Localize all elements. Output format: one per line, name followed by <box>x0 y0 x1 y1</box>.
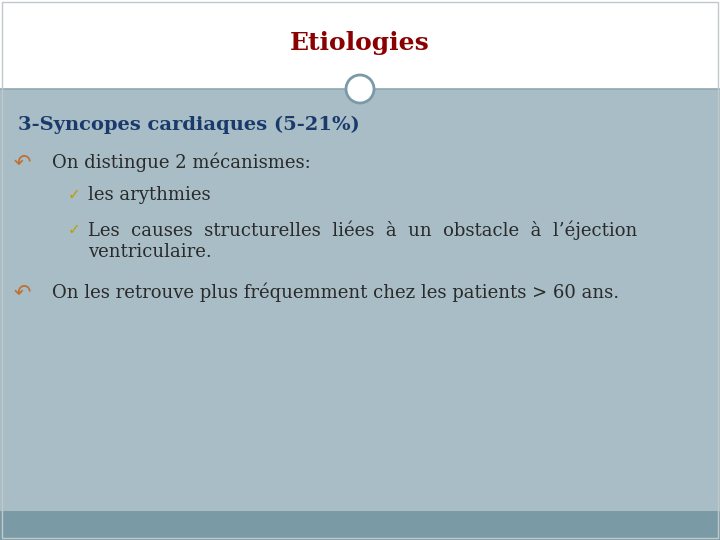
Text: ✓: ✓ <box>68 187 81 202</box>
Text: ↶: ↶ <box>14 152 32 172</box>
Circle shape <box>346 75 374 103</box>
Text: ↶: ↶ <box>14 282 32 302</box>
Text: ✓: ✓ <box>68 222 81 238</box>
Text: On les retrouve plus fréquemment chez les patients > 60 ans.: On les retrouve plus fréquemment chez le… <box>52 282 619 302</box>
Text: On distingue 2 mécanismes:: On distingue 2 mécanismes: <box>52 152 311 172</box>
Text: 3-Syncopes cardiaques (5-21%): 3-Syncopes cardiaques (5-21%) <box>18 116 360 134</box>
Text: Les  causes  structurelles  liées  à  un  obstacle  à  l’éjection: Les causes structurelles liées à un obst… <box>88 220 637 240</box>
Text: les arythmies: les arythmies <box>88 186 211 204</box>
FancyBboxPatch shape <box>0 0 720 89</box>
Text: Etiologies: Etiologies <box>290 31 430 55</box>
FancyBboxPatch shape <box>0 511 720 540</box>
FancyBboxPatch shape <box>0 89 720 511</box>
Text: ventriculaire.: ventriculaire. <box>88 243 212 261</box>
